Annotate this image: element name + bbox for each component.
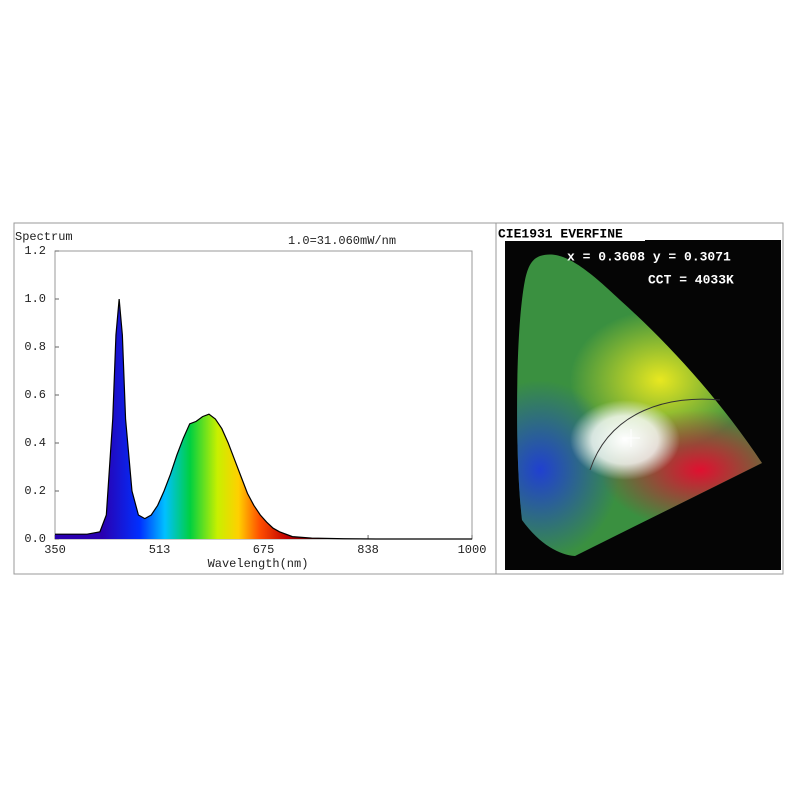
x-tick-label: 675 [253, 543, 275, 557]
y-tick-label: 0.6 [24, 388, 46, 402]
y-tick-label: 0.8 [24, 340, 46, 354]
y-tick-label: 0.0 [24, 532, 46, 546]
y-tick-label: 1.2 [24, 244, 46, 258]
x-tick-label: 350 [44, 543, 66, 557]
annotation: CCT = 4033K [648, 272, 734, 287]
annotation: 1.0=31.060mW/nm [288, 234, 396, 248]
chart-title: Spectrum [15, 230, 73, 244]
cie-title-bg [497, 226, 645, 241]
annotation: x = 0.3608 y = 0.3071 [567, 249, 731, 264]
planckian-locus [589, 398, 721, 471]
x-axis-label: Wavelength(nm) [208, 557, 309, 571]
cross-hair [622, 429, 640, 447]
x-tick-label: 1000 [458, 543, 487, 557]
y-tick-label: 0.2 [24, 484, 46, 498]
x-tick-label: 513 [149, 543, 171, 557]
cie-title: CIE1931 EVERFINE [498, 226, 623, 241]
y-tick-label: 0.4 [24, 436, 46, 450]
x-tick-label: 838 [357, 543, 379, 557]
spectrum-line [55, 298, 472, 540]
y-tick-label: 1.0 [24, 292, 46, 306]
